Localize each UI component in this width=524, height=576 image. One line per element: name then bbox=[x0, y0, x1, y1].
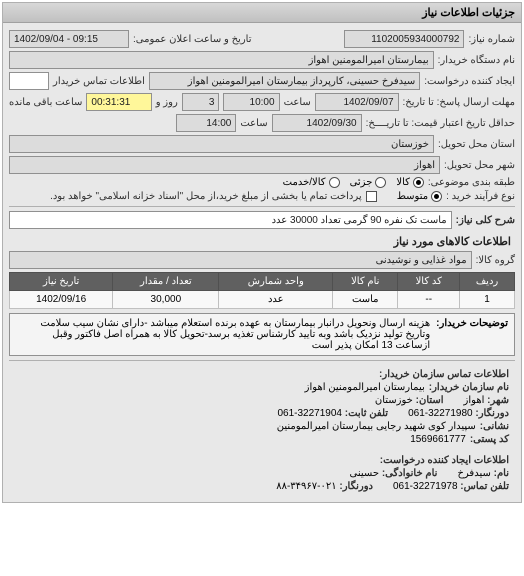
radio-partial[interactable]: جزئی bbox=[350, 177, 387, 188]
cell-need-date: 1402/09/16 bbox=[10, 291, 113, 309]
deliver-city-label: شهر محل تحویل: bbox=[444, 160, 515, 171]
creator-fax-label: دورنگار: bbox=[339, 481, 373, 492]
process-label: نوع فرآیند خرید : bbox=[446, 191, 515, 202]
radio-partial-label: جزئی bbox=[350, 177, 373, 188]
buyer-org-label: نام دستگاه خریدار: bbox=[438, 55, 515, 66]
org-name-label: نام سازمان خریدار: bbox=[429, 382, 509, 393]
items-table: ردیف کد کالا نام کالا واحد شمارش تعداد /… bbox=[9, 272, 515, 309]
buyer-org-field: بیمارستان امیرالمومنین اهواز bbox=[9, 51, 434, 69]
footer-creator-contacts: اطلاعات ایجاد کننده درخواست: نام: سیدفرخ… bbox=[9, 451, 515, 498]
name: سیدفرخ bbox=[457, 468, 490, 479]
col-need-date: تاریخ نیاز bbox=[10, 273, 113, 291]
fax: 061-32271980 bbox=[408, 408, 473, 419]
cell-unit: عدد bbox=[219, 291, 333, 309]
deliver-province-field: خوزستان bbox=[9, 135, 434, 153]
radio-service[interactable]: کالا/خدمت bbox=[283, 177, 340, 188]
desc-label: شرح کلی نیاز: bbox=[456, 215, 515, 226]
days-label: روز و bbox=[156, 97, 178, 108]
cell-name: ماست bbox=[333, 291, 398, 309]
public-dt-field: 1402/09/04 - 09:15 bbox=[9, 30, 129, 48]
province: خوزستان bbox=[375, 395, 413, 406]
creator-phone: 061-32271978 bbox=[393, 481, 458, 492]
group-label: گروه کالا: bbox=[476, 255, 515, 266]
province-label: استان: bbox=[416, 395, 444, 406]
reply-date-field: 1402/09/07 bbox=[315, 93, 399, 111]
creator-contacts-title: اطلاعات ایجاد کننده درخواست: bbox=[15, 455, 509, 466]
col-code: کد کالا bbox=[398, 273, 460, 291]
radio-goods[interactable]: کالا bbox=[396, 177, 424, 188]
creator-phone-label: تلفن تماس: bbox=[460, 481, 509, 492]
items-section-title: اطلاعات کالاهای مورد نیاز bbox=[13, 235, 511, 248]
treasury-note: پرداخت تمام یا بخشی از مبلغ خرید،از محل … bbox=[50, 191, 362, 202]
creator-fax: ۸۸-۳۴۹۶۷-۰۲۱ bbox=[276, 481, 336, 492]
remaining-label: ساعت باقی مانده bbox=[9, 97, 82, 108]
table-row: 1 -- ماست عدد 30,000 1402/09/16 bbox=[10, 291, 515, 309]
valid-until-label: حداقل تاریخ اعتبار قیمت: تا تاریــــخ: bbox=[366, 118, 515, 129]
reply-time-field: 10:00 bbox=[223, 93, 279, 111]
city: اهواز bbox=[464, 395, 485, 406]
col-idx: ردیف bbox=[460, 273, 515, 291]
buyer-contacts-title: اطلاعات تماس سازمان خریدار: bbox=[15, 369, 509, 380]
req-no-field: 1102005934000792 bbox=[344, 30, 464, 48]
valid-time-field: 14:00 bbox=[176, 114, 236, 132]
col-name: نام کالا bbox=[333, 273, 398, 291]
cell-qty: 30,000 bbox=[113, 291, 219, 309]
buyer-contact-label: اطلاعات تماس خریدار bbox=[53, 76, 145, 87]
footer-buyer-contacts: اطلاعات تماس سازمان خریدار: نام سازمان خ… bbox=[9, 365, 515, 451]
public-dt-label: تاریخ و ساعت اعلان عمومی: bbox=[133, 34, 252, 45]
valid-date-field: 1402/09/30 bbox=[272, 114, 362, 132]
creator-field: سیدفرخ حسینی، کارپرداز بیمارستان امیرالم… bbox=[149, 72, 420, 90]
time-label-2: ساعت bbox=[240, 118, 267, 129]
req-no-label: شماره نیاز: bbox=[468, 34, 515, 45]
time-label-1: ساعت bbox=[284, 97, 311, 108]
surname-label: نام خانوادگی: bbox=[382, 468, 438, 479]
phone: 061-32271904 bbox=[277, 408, 342, 419]
group-field: مواد غذایی و نوشیدنی bbox=[9, 251, 472, 269]
buyer-notes: توضیحات خریدار: هزینه ارسال ونحویل درانب… bbox=[9, 313, 515, 356]
cell-idx: 1 bbox=[460, 291, 515, 309]
treasury-checkbox[interactable] bbox=[366, 191, 377, 202]
notes-text: هزینه ارسال ونحویل درانبار بیمارستان به … bbox=[16, 318, 430, 351]
radio-dot-icon bbox=[431, 191, 442, 202]
notes-label: توضیحات خریدار: bbox=[436, 318, 508, 351]
deliver-city-field: اهواز bbox=[9, 156, 440, 174]
address: سپیدار کوی شهید رجایی بیمارستان امیرالمو… bbox=[277, 421, 476, 432]
reply-deadline-label: مهلت ارسال پاسخ: تا تاریخ: bbox=[403, 97, 515, 108]
panel-title: جزئیات اطلاعات نیاز bbox=[3, 3, 521, 23]
name-label: نام: bbox=[494, 468, 509, 479]
col-unit: واحد شمارش bbox=[219, 273, 333, 291]
radio-goods-label: کالا bbox=[396, 177, 410, 188]
radio-medium-label: متوسط bbox=[397, 191, 428, 202]
buyer-contact-field[interactable] bbox=[9, 72, 49, 90]
radio-service-label: کالا/خدمت bbox=[283, 177, 326, 188]
category-radio-group: کالا جزئی کالا/خدمت bbox=[283, 177, 424, 188]
city-label: شهر: bbox=[487, 395, 509, 406]
col-qty: تعداد / مقدار bbox=[113, 273, 219, 291]
address-label: نشانی: bbox=[480, 421, 509, 432]
surname: حسینی bbox=[350, 468, 379, 479]
radio-dot-icon bbox=[375, 177, 386, 188]
days-field: 3 bbox=[182, 93, 220, 111]
postcode-label: کد پستی: bbox=[470, 434, 509, 445]
cell-code: -- bbox=[398, 291, 460, 309]
radio-dot-icon bbox=[329, 177, 340, 188]
deliver-province-label: استان محل تحویل: bbox=[438, 139, 515, 150]
radio-dot-icon bbox=[413, 177, 424, 188]
org-name: بیمارستان امیرالمومنین اهواز bbox=[305, 382, 425, 393]
radio-medium[interactable]: متوسط bbox=[397, 191, 442, 202]
postcode: 1569661777 bbox=[410, 434, 466, 445]
desc-field: ماست تک نفره 90 گرمی تعداد 30000 عدد bbox=[9, 211, 452, 229]
fax-label: دورنگار: bbox=[475, 408, 509, 419]
phone-label: تلفن ثابت: bbox=[345, 408, 388, 419]
creator-label: ایجاد کننده درخواست: bbox=[424, 76, 515, 87]
category-label: طبقه بندی موضوعی: bbox=[428, 177, 515, 188]
panel-body: شماره نیاز: 1102005934000792 تاریخ و ساع… bbox=[3, 23, 521, 502]
remaining-field: 00:31:31 bbox=[86, 93, 151, 111]
need-details-panel: جزئیات اطلاعات نیاز شماره نیاز: 11020059… bbox=[2, 2, 522, 503]
